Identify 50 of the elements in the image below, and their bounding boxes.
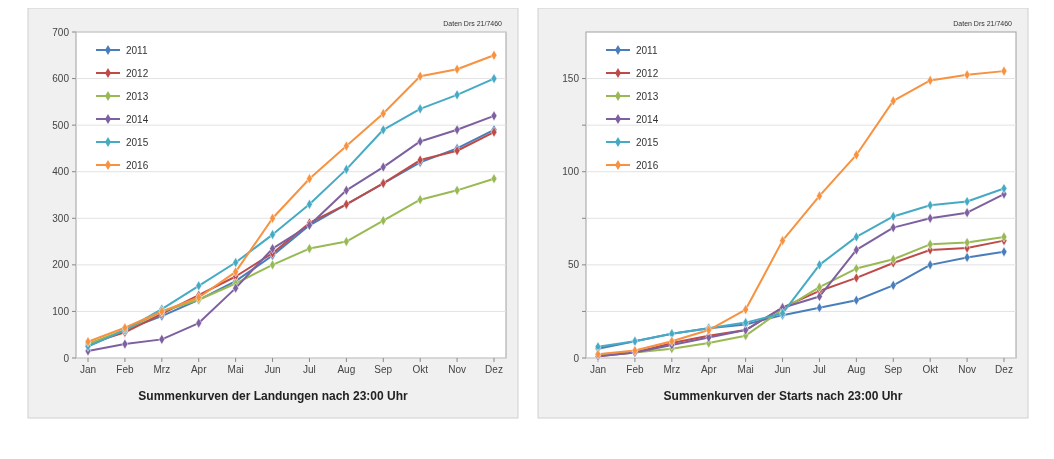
x-tick-label: Aug xyxy=(337,364,356,375)
legend-label: 2014 xyxy=(636,113,659,125)
x-tick-label: Mai xyxy=(227,364,244,375)
text: Summenkurven der Starts nach 23:00 Uhr xyxy=(663,389,903,403)
legend-label: 2015 xyxy=(636,136,659,148)
legend-label: 2011 xyxy=(636,44,658,56)
y-tick-label: 600 xyxy=(52,73,70,85)
x-tick-label: Nov xyxy=(448,364,466,375)
x-tick-label: Feb xyxy=(116,364,134,375)
y-tick-label: 50 xyxy=(567,259,580,271)
x-tick-label: Jun xyxy=(774,364,791,375)
x-tick-label: Okt xyxy=(412,364,429,375)
x-tick-label: Okt xyxy=(922,364,939,375)
x-tick-label: Jul xyxy=(813,364,826,375)
x-tick-label: Mai xyxy=(737,364,754,375)
x-tick-label: Dez xyxy=(995,364,1013,375)
y-tick-label: 300 xyxy=(52,212,70,224)
legend-label: 2016 xyxy=(126,159,149,171)
y-tick-label: 700 xyxy=(52,26,70,38)
y-tick-label: 500 xyxy=(52,119,70,131)
legend-label: 2013 xyxy=(126,90,149,102)
y-tick-label: 100 xyxy=(52,305,70,317)
x-tick-label: Nov xyxy=(958,364,976,375)
x-tick-label: Jul xyxy=(303,364,316,375)
legend-label: 2012 xyxy=(636,67,659,79)
x-tick-label: Apr xyxy=(700,364,718,375)
y-tick-label: 200 xyxy=(52,259,70,271)
x-tick-label: Mrz xyxy=(153,364,171,375)
x-tick-label: Feb xyxy=(626,364,644,375)
y-tick-label: 0 xyxy=(63,352,70,364)
legend-label: 2011 xyxy=(126,44,148,56)
y-tick-label: 400 xyxy=(52,166,70,178)
text: Summenkurven der Landungen nach 23:00 Uhr xyxy=(138,389,409,403)
x-tick-label: Aug xyxy=(847,364,866,375)
legend-label: 2013 xyxy=(636,90,659,102)
x-tick-label: Jan xyxy=(79,364,97,375)
legend-label: 2015 xyxy=(126,136,149,148)
legend-label: 2016 xyxy=(636,159,659,171)
x-tick-label: Dez xyxy=(485,364,503,375)
x-tick-label: Jun xyxy=(264,364,281,375)
y-tick-label: 0 xyxy=(573,352,580,364)
x-tick-label: Sep xyxy=(374,364,393,375)
x-tick-label: Mrz xyxy=(663,364,681,375)
y-tick-label: 150 xyxy=(562,73,580,85)
legend-label: 2012 xyxy=(126,67,149,79)
legend-label: 2014 xyxy=(126,113,149,125)
y-tick-label: 100 xyxy=(562,166,580,178)
x-tick-label: Sep xyxy=(884,364,903,375)
x-tick-label: Jan xyxy=(589,364,607,375)
x-tick-label: Apr xyxy=(190,364,208,375)
